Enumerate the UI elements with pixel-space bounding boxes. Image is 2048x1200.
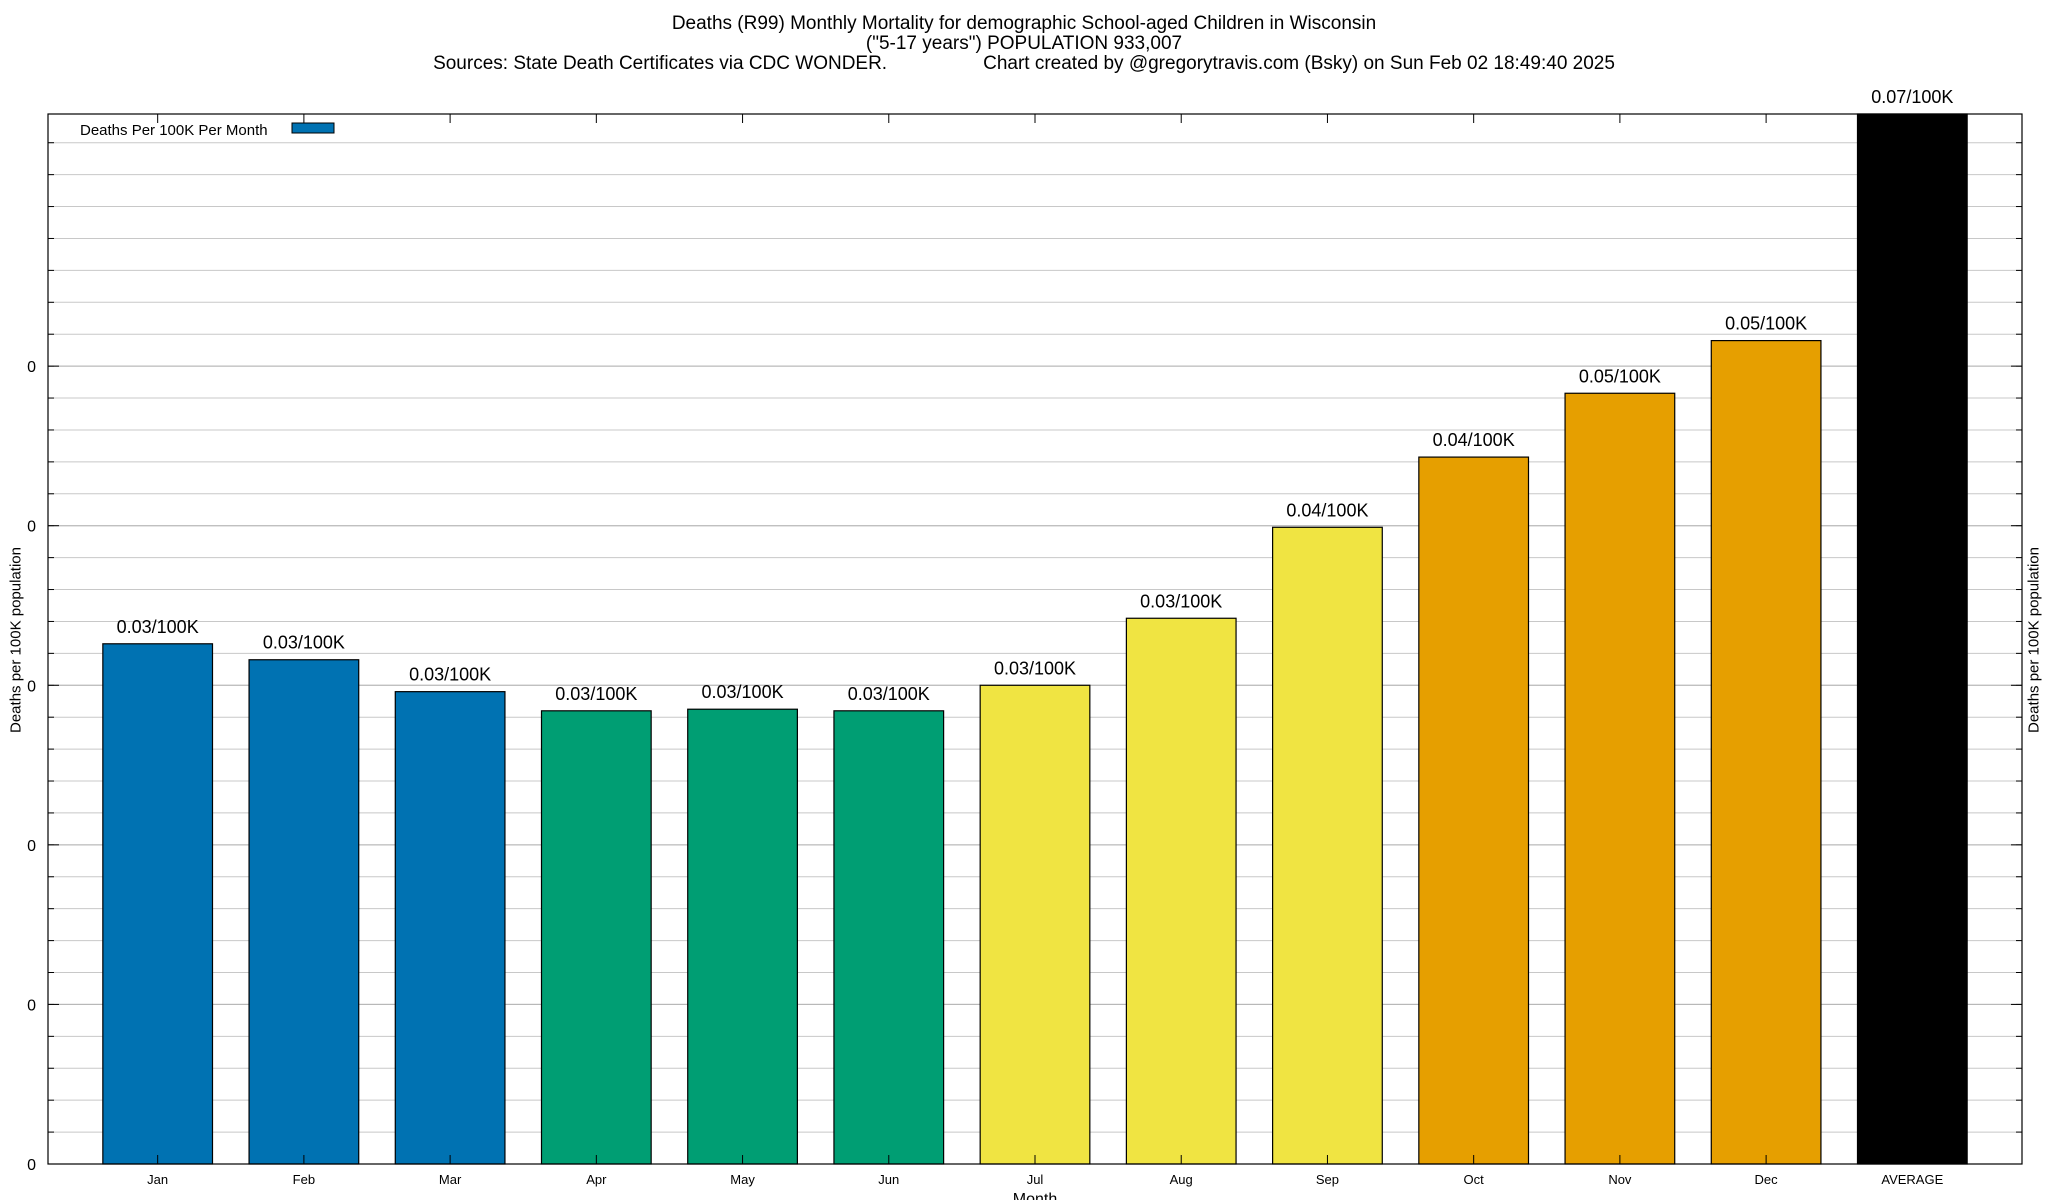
chart-title: Deaths (R99) Monthly Mortality for demog… [671, 13, 1377, 34]
bar [1418, 456, 1530, 1165]
y-tick-label: 0 [27, 359, 36, 376]
bar-value-label: 0.03/100K [994, 658, 1076, 678]
bar-value-label: 0.05/100K [1725, 314, 1807, 334]
x-tick-label: Apr [586, 1172, 607, 1187]
bar [540, 710, 652, 1165]
bar [1856, 113, 1968, 1165]
bar-value-label: 0.07/100K [1871, 87, 1953, 107]
bar [979, 684, 1091, 1165]
x-axis-label: Month [1013, 1191, 1057, 1200]
bar-value-label: 0.03/100K [409, 665, 491, 685]
bar-value-label: 0.05/100K [1579, 366, 1661, 386]
x-tick-label: AVERAGE [1881, 1172, 1943, 1187]
y-tick-label: 0 [27, 838, 36, 855]
x-tick-label: Oct [1464, 1172, 1485, 1187]
x-tick-label: Dec [1755, 1172, 1779, 1187]
bar [1564, 392, 1676, 1165]
bar [833, 710, 945, 1165]
bar-value-label: 0.03/100K [848, 684, 930, 704]
bar-value-label: 0.04/100K [1286, 500, 1368, 520]
x-tick-label: Nov [1608, 1172, 1632, 1187]
bar-value-label: 0.03/100K [702, 682, 784, 702]
legend-label: Deaths Per 100K Per Month [80, 122, 268, 139]
bar [102, 643, 214, 1165]
x-tick-label: Jan [147, 1172, 168, 1187]
bar-value-label: 0.04/100K [1433, 430, 1515, 450]
y-tick-label: 0 [27, 997, 36, 1014]
bar [1710, 339, 1822, 1165]
bar [1272, 526, 1383, 1165]
chart-credit-text: Chart created by @gregorytravis.com (Bsk… [983, 53, 1615, 74]
bar [248, 659, 360, 1165]
chart-subtitle: ("5-17 years") POPULATION 933,007 [865, 33, 1183, 54]
bar-value-label: 0.03/100K [263, 633, 345, 653]
legend-swatch [291, 122, 335, 134]
x-tick-label: May [730, 1172, 755, 1187]
chart-source-text: Sources: State Death Certificates via CD… [433, 53, 888, 74]
y-tick-label: 0 [27, 678, 36, 695]
bar-value-label: 0.03/100K [1140, 591, 1222, 611]
chart-sources: Sources: State Death Certificates via CD… [0, 53, 2048, 75]
x-tick-label: Aug [1170, 1172, 1193, 1187]
y-tick-label: 0 [27, 1157, 36, 1174]
plot-frame [47, 113, 2023, 1165]
y-tick-label: 0 [27, 519, 36, 536]
x-tick-label: Jul [1027, 1172, 1044, 1187]
bar [394, 691, 506, 1165]
bar-value-label: 0.03/100K [555, 684, 637, 704]
x-tick-label: Mar [439, 1172, 462, 1187]
bar [687, 708, 798, 1165]
x-tick-label: Feb [293, 1172, 315, 1187]
bar-value-label: 0.03/100K [117, 617, 199, 637]
x-tick-label: Sep [1316, 1172, 1339, 1187]
x-tick-label: Jun [878, 1172, 899, 1187]
bar [1125, 617, 1237, 1165]
